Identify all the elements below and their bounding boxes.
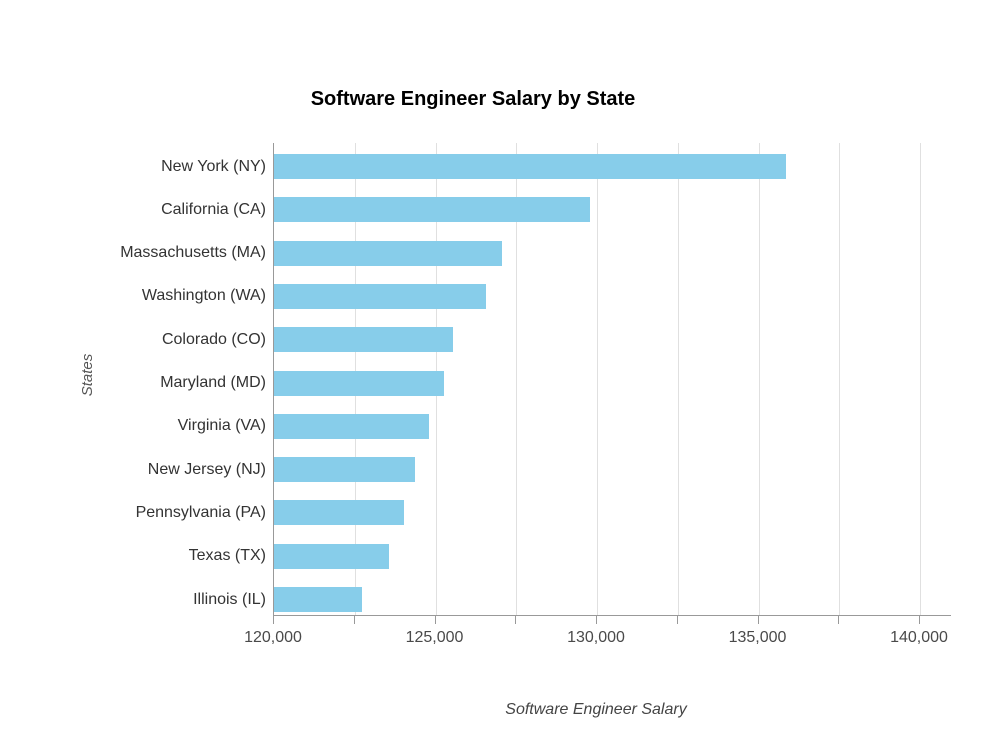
bar bbox=[274, 154, 787, 179]
x-axis-tick bbox=[676, 616, 678, 624]
x-tick-label: 140,000 bbox=[890, 629, 948, 646]
x-axis-tick bbox=[838, 616, 840, 624]
x-axis-title: Software Engineer Salary bbox=[505, 701, 687, 718]
bar bbox=[274, 240, 503, 266]
category-label: California (CA) bbox=[161, 200, 266, 218]
x-axis-tick bbox=[919, 616, 920, 624]
x-axis-tick bbox=[596, 616, 597, 624]
x-axis-tick bbox=[515, 616, 517, 624]
bar bbox=[274, 283, 486, 309]
bar bbox=[274, 413, 430, 439]
x-axis-tick bbox=[757, 616, 759, 624]
x-axis-tick bbox=[434, 616, 436, 624]
gridline bbox=[677, 143, 679, 615]
bar bbox=[274, 327, 453, 353]
bar bbox=[274, 543, 390, 569]
category-label: Maryland (MD) bbox=[160, 374, 266, 391]
y-axis-title: States bbox=[79, 353, 96, 397]
gridline bbox=[920, 143, 921, 615]
category-label: Massachusetts (MA) bbox=[120, 244, 266, 262]
gridline bbox=[758, 143, 760, 615]
bar bbox=[274, 500, 404, 526]
x-axis-tick bbox=[273, 616, 274, 624]
x-tick-label: 125,000 bbox=[405, 629, 464, 646]
category-label: Washington (WA) bbox=[141, 287, 266, 305]
x-tick-label: 120,000 bbox=[244, 629, 302, 646]
x-tick-label: 135,000 bbox=[728, 629, 787, 646]
bar bbox=[274, 370, 444, 396]
gridline bbox=[839, 143, 841, 615]
category-label: New Jersey (NJ) bbox=[147, 460, 266, 478]
category-label: Colorado (CO) bbox=[161, 330, 266, 348]
bar bbox=[274, 197, 590, 223]
category-label: Illinois (IL) bbox=[193, 590, 266, 608]
gridline bbox=[597, 143, 598, 615]
category-label: Virginia (VA) bbox=[177, 417, 266, 435]
category-label: Texas (TX) bbox=[188, 547, 266, 565]
category-label: New York (NY) bbox=[161, 157, 266, 175]
chart-title: Software Engineer Salary by State bbox=[310, 88, 636, 110]
category-label: Pennsylvania (PA) bbox=[135, 503, 266, 521]
bar bbox=[274, 457, 416, 483]
bar bbox=[274, 587, 362, 612]
gridline bbox=[516, 143, 518, 615]
x-tick-label: 130,000 bbox=[567, 629, 625, 646]
plot-area bbox=[273, 143, 951, 616]
x-axis-tick bbox=[353, 616, 355, 624]
